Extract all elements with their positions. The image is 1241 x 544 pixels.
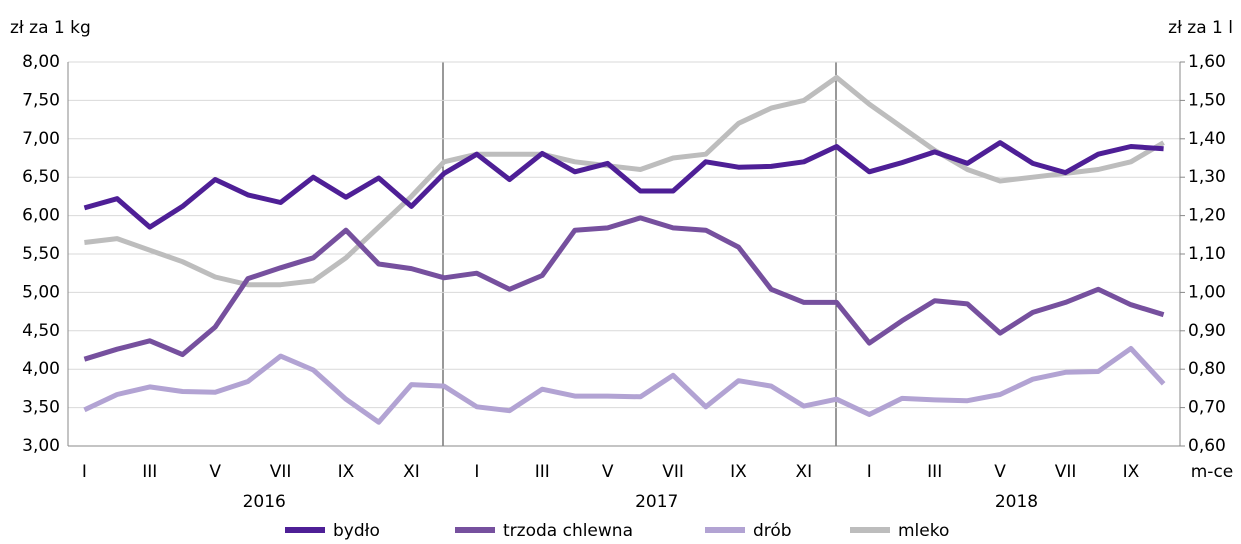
y2-tick-label: 0,90 — [1188, 321, 1226, 341]
series-line — [83, 215, 1165, 362]
y2-tick-label: 1,60 — [1188, 52, 1226, 72]
series-line — [84, 74, 1165, 288]
y-tick-label: 6,50 — [22, 167, 60, 187]
y-tick-label: 6,00 — [22, 206, 60, 226]
x-tick-label: VII — [270, 462, 292, 482]
x-tick-label: IX — [1123, 462, 1140, 482]
series-line — [83, 140, 1164, 230]
y-tick-label: 5,50 — [22, 244, 60, 264]
x-tick-label: IX — [338, 462, 355, 482]
x-tick-label: IX — [730, 462, 747, 482]
y-tick-label: 3,00 — [22, 436, 60, 456]
y-tick-label: 4,00 — [22, 359, 60, 379]
y-tick-label: 3,50 — [22, 398, 60, 418]
legend-label: drób — [753, 521, 792, 541]
year-label: 2016 — [243, 492, 286, 512]
y2-tick-label: 0,80 — [1188, 359, 1226, 379]
x-tick-label: V — [209, 462, 221, 482]
y2-axis-label: zł za 1 l — [1168, 18, 1233, 38]
y2-tick-label: 1,20 — [1188, 206, 1226, 226]
y2-tick-label: 0,60 — [1188, 436, 1226, 456]
legend-label: trzoda chlewna — [503, 521, 633, 541]
x-tick-label: I — [867, 462, 872, 482]
x-tick-label: XI — [403, 462, 420, 482]
y-tick-label: 7,50 — [22, 90, 60, 110]
x-axis-label: m-ce — [1191, 462, 1234, 482]
x-tick-label: XI — [796, 462, 813, 482]
y-tick-label: 4,50 — [22, 321, 60, 341]
y2-tick-label: 1,50 — [1188, 90, 1226, 110]
x-tick-label: III — [142, 462, 157, 482]
y2-tick-label: 1,10 — [1188, 244, 1226, 264]
y2-tick-label: 0,70 — [1188, 398, 1226, 418]
y-tick-label: 5,00 — [22, 282, 60, 302]
y2-tick-label: 1,40 — [1188, 129, 1226, 149]
year-label: 2017 — [635, 492, 678, 512]
y-tick-label: 7,00 — [22, 129, 60, 149]
x-tick-label: III — [927, 462, 942, 482]
series-line — [83, 346, 1166, 425]
legend-label: mleko — [898, 521, 949, 541]
x-tick-label: I — [474, 462, 479, 482]
x-tick-label: III — [535, 462, 550, 482]
x-tick-label: VII — [1055, 462, 1077, 482]
x-tick-label: V — [602, 462, 614, 482]
y2-tick-label: 1,00 — [1188, 282, 1226, 302]
x-tick-label: I — [82, 462, 87, 482]
year-label: 2018 — [995, 492, 1038, 512]
y2-tick-label: 1,30 — [1188, 167, 1226, 187]
y-tick-label: 8,00 — [22, 52, 60, 72]
x-tick-label: V — [994, 462, 1006, 482]
y-axis-label: zł za 1 kg — [10, 18, 91, 38]
legend-label: bydło — [333, 521, 380, 541]
x-tick-label: VII — [662, 462, 684, 482]
